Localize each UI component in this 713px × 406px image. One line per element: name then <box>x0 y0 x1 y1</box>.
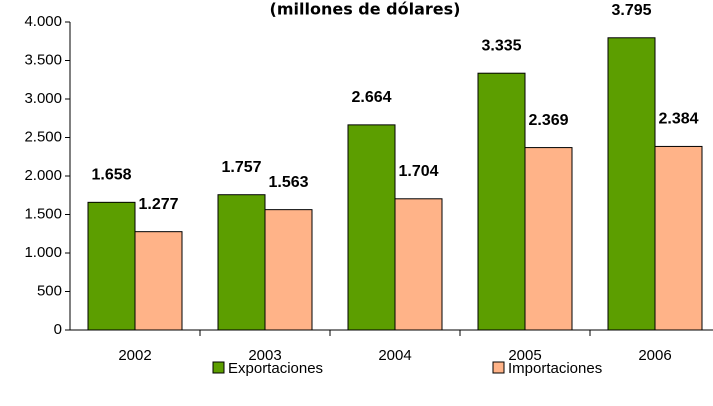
bar <box>524 147 573 331</box>
bar <box>394 198 443 331</box>
value-label: 1.563 <box>268 174 308 191</box>
bar <box>607 37 656 331</box>
bar <box>134 231 183 331</box>
value-label: 1.658 <box>91 167 131 184</box>
y-tick-label: 4.000 <box>24 13 62 30</box>
legend-swatch <box>492 361 505 374</box>
bar <box>87 201 136 331</box>
x-tick-label: 2005 <box>508 347 541 364</box>
bar <box>217 194 266 331</box>
value-label: 3.335 <box>481 37 521 54</box>
x-tick-label: 2003 <box>248 347 281 364</box>
y-tick-label: 3.500 <box>24 51 62 68</box>
legend-label: Importaciones <box>508 360 602 377</box>
bar <box>264 209 313 331</box>
x-tick-label: 2006 <box>638 347 671 364</box>
value-label: 1.704 <box>398 163 438 180</box>
bar <box>477 72 526 331</box>
value-label: 2.664 <box>351 89 391 106</box>
y-tick-label: 500 <box>37 282 62 299</box>
bar <box>347 124 396 331</box>
value-label: 3.795 <box>611 2 651 19</box>
value-label: 1.277 <box>138 196 178 213</box>
y-tick-label: 3.000 <box>24 90 62 107</box>
y-tick-label: 2.000 <box>24 167 62 184</box>
legend-label: Exportaciones <box>228 360 323 377</box>
legend-swatch <box>212 361 225 374</box>
y-tick-label: 1.500 <box>24 205 62 222</box>
bar <box>654 145 703 331</box>
y-tick-label: 1.000 <box>24 244 62 261</box>
y-tick-label: 0 <box>54 321 62 338</box>
chart-title: (millones de dólares) <box>270 0 461 19</box>
x-tick-label: 2004 <box>378 347 411 364</box>
value-label: 1.757 <box>221 159 261 176</box>
value-label: 2.384 <box>658 111 698 128</box>
y-tick-label: 2.500 <box>24 128 62 145</box>
value-label: 2.369 <box>528 112 568 129</box>
x-tick-label: 2002 <box>118 347 151 364</box>
